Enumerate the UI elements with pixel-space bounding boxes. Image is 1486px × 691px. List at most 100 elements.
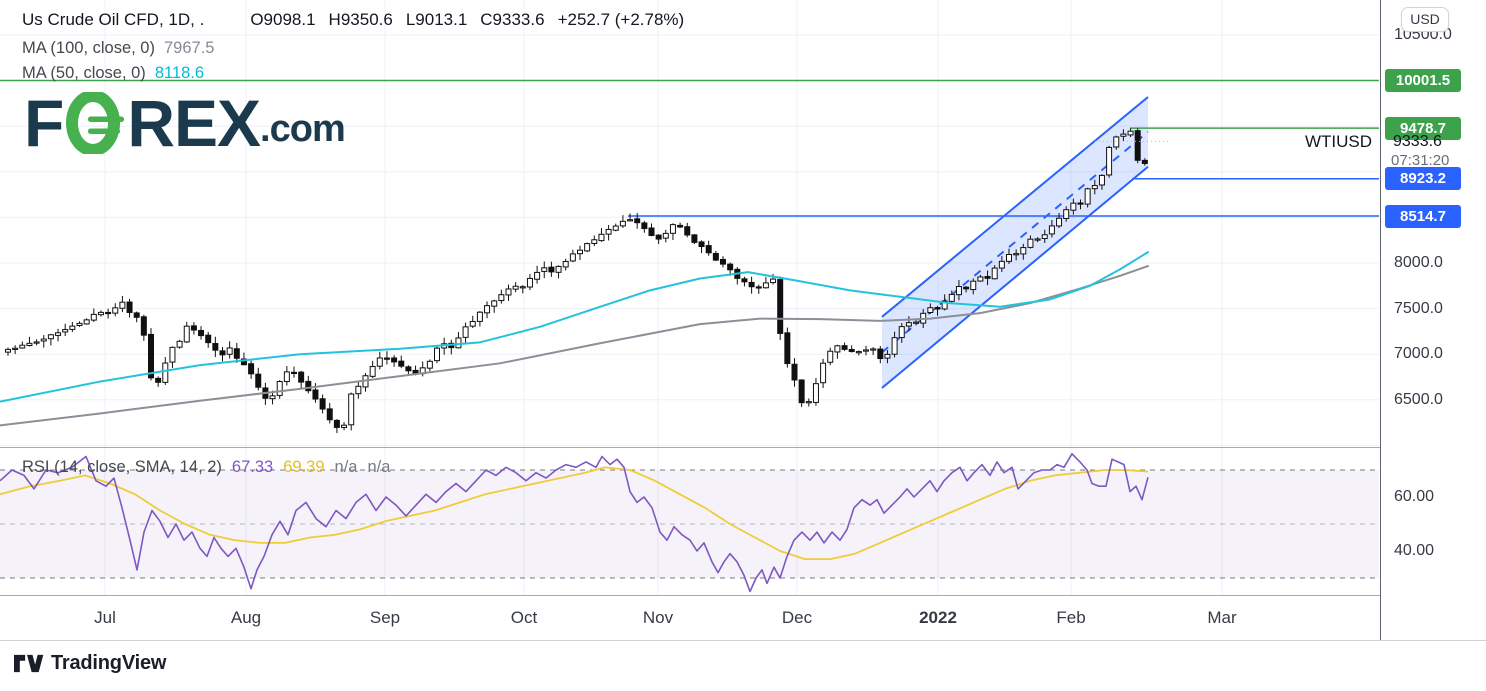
candle-down: [148, 333, 154, 379]
candle-down: [319, 398, 326, 410]
candle-up: [591, 239, 598, 245]
ohlc-open: O9098.1: [250, 10, 316, 29]
candle-up: [12, 347, 19, 350]
trend-channel-upper-line: [881, 96, 1149, 318]
candle-down: [848, 348, 855, 353]
price-alert-badge[interactable]: 8514.7: [1385, 204, 1461, 228]
ohlc-change: +252.7 (+2.78%): [557, 10, 685, 29]
time-axis-label[interactable]: Nov: [642, 608, 674, 627]
candle-down: [548, 266, 555, 273]
candle-down: [698, 241, 705, 248]
candle-up: [662, 232, 669, 239]
candle-up: [627, 219, 634, 222]
candle-up: [505, 288, 512, 296]
ma100-legend[interactable]: MA (100, close, 0) 7967.5: [22, 39, 214, 58]
time-axis-label[interactable]: Mar: [1207, 608, 1237, 627]
ma50-label: MA (50, close, 0): [22, 64, 146, 82]
candle-down: [1077, 202, 1084, 205]
candle-up: [498, 294, 505, 302]
candle-up: [69, 325, 76, 330]
forex-logo-o-icon: [64, 90, 126, 156]
candle-down: [205, 334, 212, 344]
ohlc-low: L9013.1: [405, 10, 468, 29]
candle-up: [341, 424, 348, 428]
last-price-label: 9333.6: [1393, 133, 1442, 150]
candle-up: [905, 322, 912, 327]
candle-up: [5, 348, 11, 353]
candle-down: [140, 316, 147, 336]
candle-up: [62, 329, 69, 333]
time-axis-label[interactable]: Dec: [781, 608, 813, 627]
candle-up: [955, 286, 962, 296]
candle-up: [355, 385, 362, 395]
candle-up: [898, 326, 905, 339]
candle-down: [677, 224, 684, 228]
candle-up: [770, 278, 777, 284]
candle-up: [1063, 209, 1070, 219]
price-alert-badge[interactable]: 9478.7: [1385, 116, 1461, 140]
candle-up: [805, 401, 812, 404]
instrument-label: WTIUSD: [1304, 132, 1372, 151]
candle-up: [369, 366, 376, 377]
candle-up: [33, 341, 40, 344]
pane-separator-rsi-timeaxis[interactable]: [0, 595, 1486, 596]
candle-up: [376, 357, 383, 367]
rsi-tick: 60.00: [1394, 488, 1435, 505]
candle-down: [984, 276, 991, 279]
candle-down: [841, 345, 848, 350]
candle-up: [827, 350, 834, 363]
candle-up: [119, 301, 126, 309]
candle-up: [1056, 217, 1063, 227]
candle-up: [1020, 247, 1027, 255]
time-axis-label[interactable]: Jul: [94, 608, 116, 627]
forex-logo-text-rex: REX: [127, 86, 261, 160]
ma100-line: [0, 265, 1149, 427]
tradingview-attribution[interactable]: TradingView: [14, 652, 166, 675]
candle-up: [605, 228, 612, 235]
candle-down: [233, 348, 240, 359]
rsi-legend[interactable]: RSI (14, close, SMA, 14, 2) 67.33 69.39 n/a…: [22, 458, 400, 477]
time-axis-label[interactable]: Feb: [1056, 608, 1086, 627]
price-alert-badge[interactable]: 10001.5: [1385, 68, 1461, 92]
candle-down: [691, 234, 698, 243]
candle-down: [655, 234, 662, 240]
candle-down: [798, 379, 805, 404]
candle-up: [1091, 185, 1098, 190]
candle-up: [469, 320, 476, 327]
candle-up: [112, 307, 119, 314]
candle-up: [541, 267, 548, 272]
candle-up: [1034, 238, 1041, 241]
rsi-na-1: n/a: [334, 458, 358, 476]
price-axis[interactable]: USD 10500.0 8000.0 7500.0 7000.0 6500.0 1000…: [1380, 0, 1486, 640]
candle-up: [90, 313, 97, 321]
symbol-legend[interactable]: Us Crude Oil CFD, 1D, . O9098.1 H9350.6 L9…: [22, 10, 697, 30]
candle-up: [462, 326, 469, 338]
candle-down: [240, 358, 247, 366]
time-axis-label[interactable]: Aug: [230, 608, 262, 627]
candle-up: [970, 280, 977, 291]
candle-up: [569, 253, 576, 262]
candle-down: [877, 348, 884, 360]
time-axis-label[interactable]: Sep: [369, 608, 401, 627]
candle-up: [519, 286, 526, 289]
ma50-legend[interactable]: MA (50, close, 0) 8118.6: [22, 64, 204, 83]
candle-down: [383, 357, 390, 360]
candle-down: [634, 218, 641, 224]
candle-down: [748, 281, 755, 288]
time-axis-label[interactable]: Oct: [510, 608, 538, 627]
candle-down: [641, 222, 648, 230]
price-tick: 8000.0: [1394, 254, 1443, 271]
candle-up: [562, 260, 569, 268]
currency-usd-button[interactable]: USD: [1401, 7, 1449, 32]
candle-up: [226, 347, 233, 355]
pane-separator-main-rsi[interactable]: [0, 447, 1486, 448]
price-alert-badge[interactable]: 8923.2: [1385, 167, 1461, 191]
candle-down: [755, 286, 762, 289]
candle-up: [1013, 253, 1020, 256]
candle-up: [276, 381, 283, 396]
forex-com-logo: F REX .com: [24, 86, 346, 160]
symbol-title[interactable]: Us Crude Oil CFD, 1D, .: [22, 10, 205, 29]
time-axis-label[interactable]: 2022: [919, 608, 957, 627]
price-chart-canvas[interactable]: [0, 0, 1379, 640]
